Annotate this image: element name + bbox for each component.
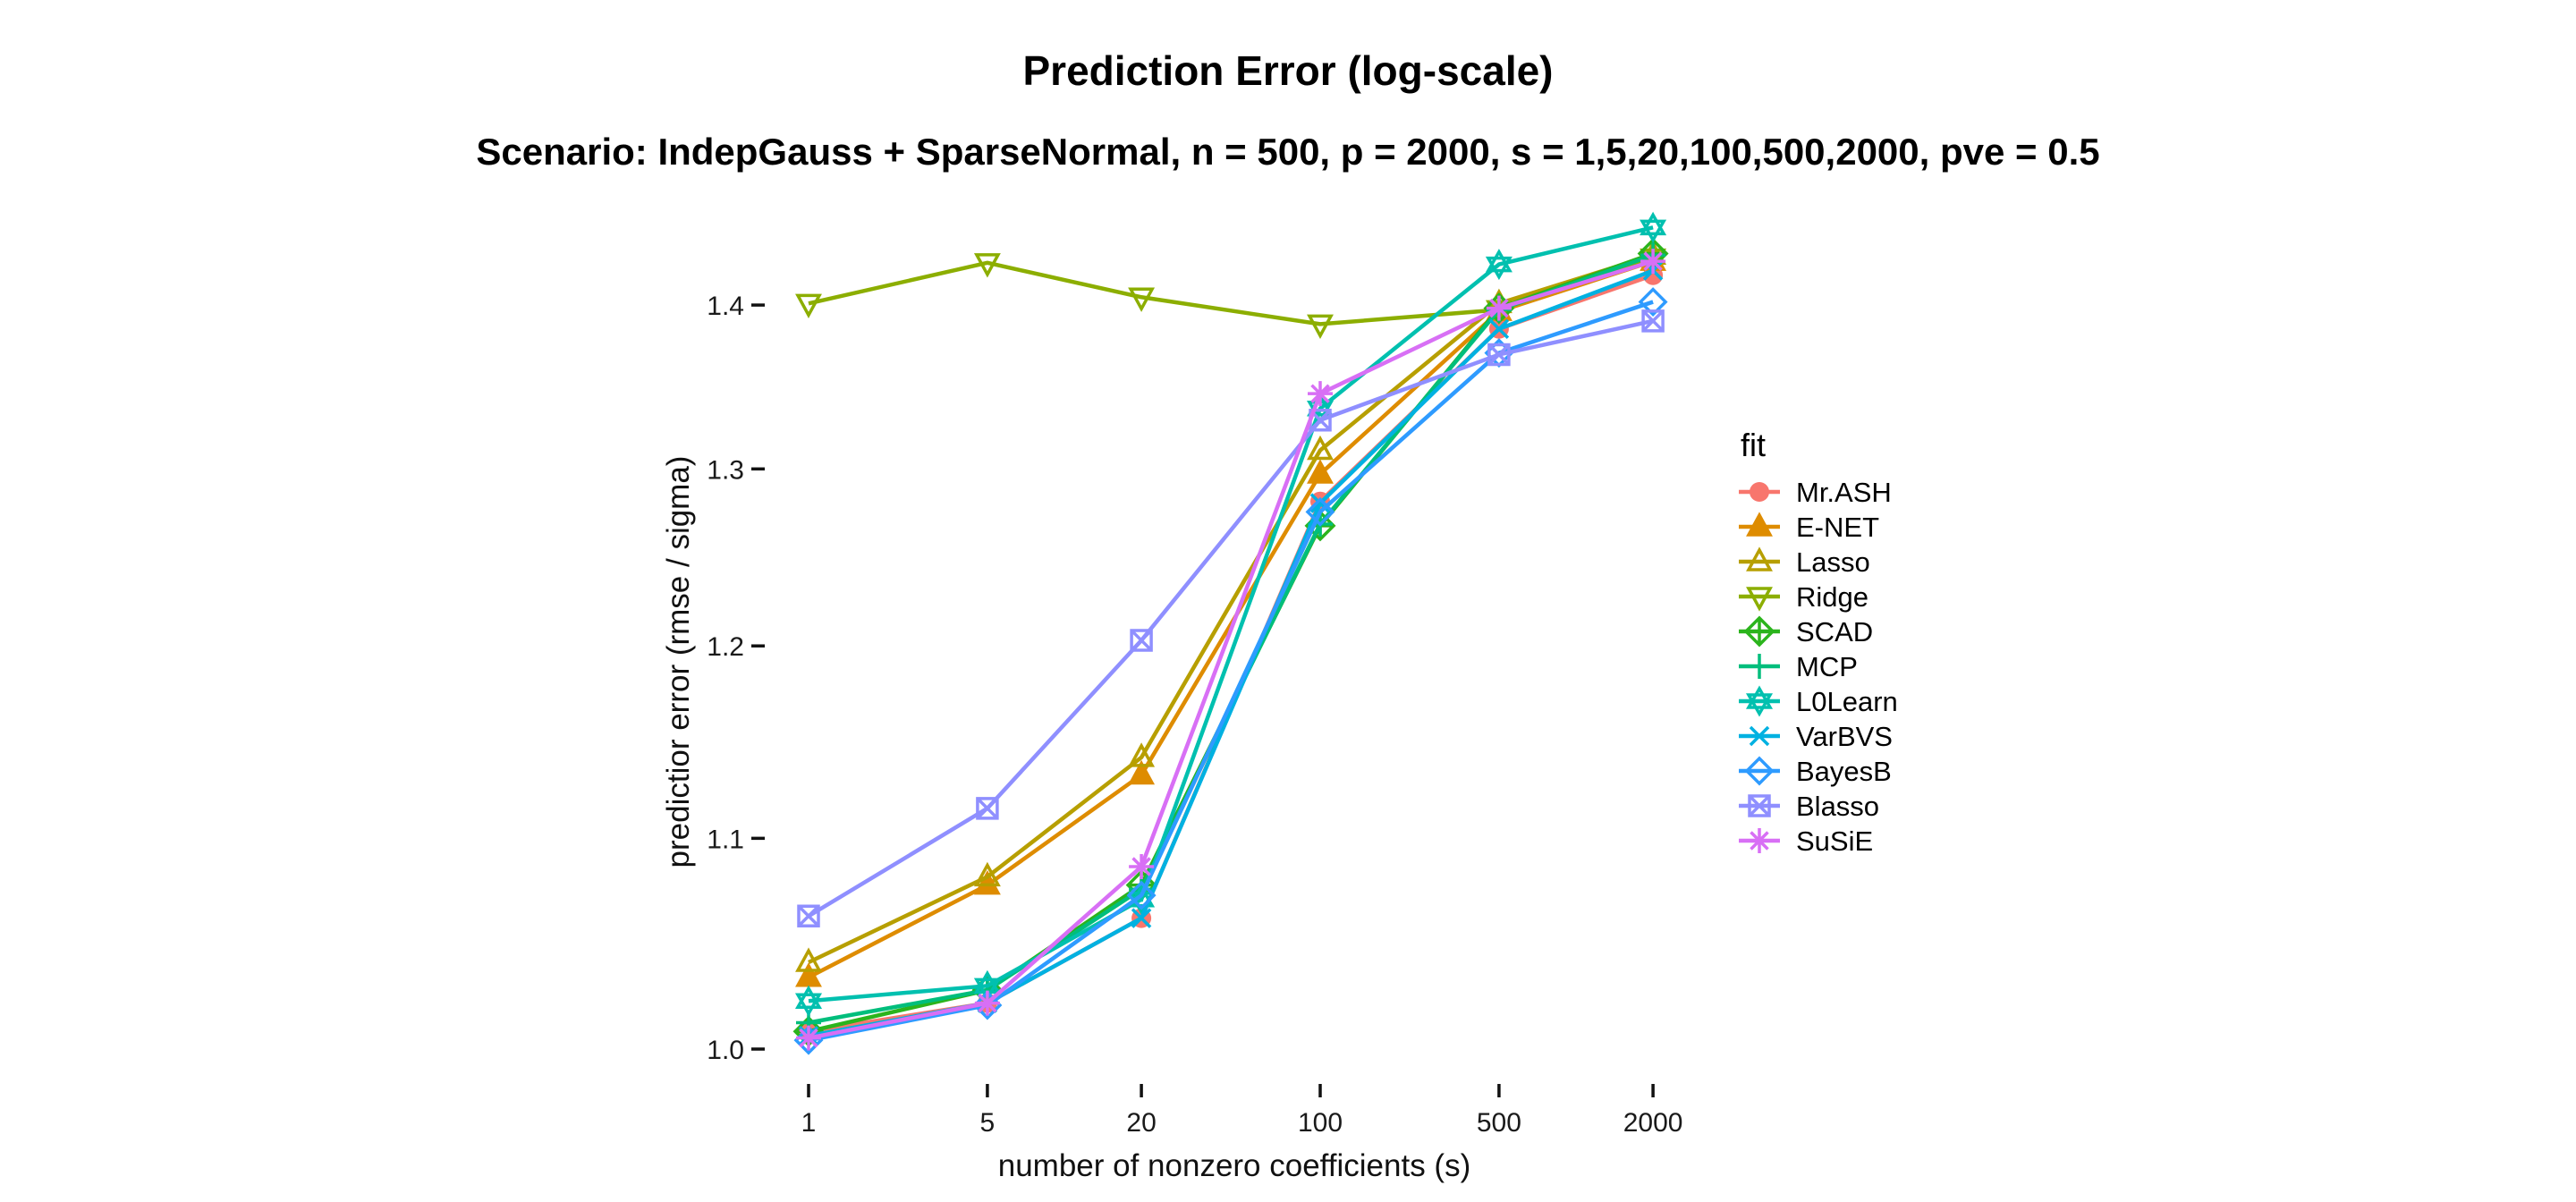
y-tick-label: 1.1 — [707, 825, 744, 854]
asterisk-icon — [1486, 295, 1512, 321]
x-tick-label: 1 — [801, 1108, 817, 1138]
open-triangle-down-icon — [973, 253, 1001, 278]
diamond-plus-icon — [1743, 615, 1775, 648]
legend-item-MCP: MCP — [1739, 651, 1858, 682]
series-line-MCP — [808, 253, 1654, 1025]
filled-triangle-up-icon — [1128, 759, 1156, 785]
y-tick-label: 1.2 — [707, 632, 744, 662]
legend-item-SuSiE: SuSiE — [1739, 825, 1873, 857]
y-tick-label: 1.4 — [707, 292, 744, 321]
open-triangle-down-icon — [795, 293, 822, 318]
open-triangle-up-icon — [1307, 435, 1334, 461]
x-axis-title: number of nonzero coefficients (s) — [998, 1148, 1471, 1183]
asterisk-icon — [1640, 249, 1666, 275]
open-triangle-up-icon — [1128, 742, 1156, 767]
legend-title: fit — [1741, 427, 1766, 463]
open-diamond-icon — [972, 990, 1003, 1020]
series-line-E-NET — [807, 258, 1654, 979]
x-cross-icon — [1131, 908, 1152, 928]
legend-label: E-NET — [1796, 512, 1879, 543]
open-triangle-up-icon — [973, 861, 1001, 887]
square-cross-icon — [1487, 343, 1511, 367]
legend-item-E-NET: E-NET — [1739, 512, 1879, 543]
legend-label: BayesB — [1796, 756, 1892, 787]
x-tick-label: 5 — [980, 1108, 996, 1138]
y-tick-label: 1.0 — [707, 1036, 744, 1065]
legend-label: Blasso — [1796, 791, 1879, 822]
series-line-SCAD — [808, 251, 1654, 1034]
legend-label: Ridge — [1796, 581, 1868, 613]
y-tick-label: 1.3 — [707, 455, 744, 485]
series-line-Ridge — [808, 256, 1654, 326]
legend-item-SCAD: SCAD — [1739, 615, 1873, 648]
filled-circle-icon — [1750, 482, 1769, 502]
open-diamond-icon — [1126, 880, 1157, 910]
legend-item-Ridge: Ridge — [1739, 581, 1868, 613]
plus-icon — [1747, 654, 1772, 679]
legend-item-Blasso: Blasso — [1739, 791, 1879, 822]
open-diamond-icon — [1638, 287, 1668, 317]
open-triangle-up-icon — [1746, 546, 1773, 571]
asterisk-icon — [974, 990, 1000, 1016]
x-tick-label: 20 — [1126, 1108, 1156, 1138]
chart-subtitle: Scenario: IndepGauss + SparseNormal, n =… — [476, 131, 2100, 173]
square-cross-icon — [1641, 309, 1665, 333]
legend-label: SCAD — [1796, 616, 1873, 648]
filled-triangle-up-icon — [1307, 459, 1334, 484]
open-diamond-icon — [1744, 756, 1775, 786]
square-cross-icon — [1748, 794, 1771, 817]
series-line-L0Learn — [808, 225, 1654, 1003]
asterisk-icon — [1308, 381, 1333, 407]
open-triangle-down-icon — [1746, 587, 1773, 612]
open-triangle-up-icon — [795, 947, 822, 972]
data-series — [792, 211, 1669, 1055]
open-triangle-down-icon — [1307, 314, 1334, 340]
open-triangle-down-icon — [1128, 287, 1156, 312]
x-tick-label: 500 — [1477, 1108, 1521, 1138]
x-cross-icon — [1488, 318, 1510, 339]
legend-item-Mr.ASH: Mr.ASH — [1739, 477, 1892, 508]
legend-label: SuSiE — [1796, 825, 1873, 857]
legend-item-L0Learn: L0Learn — [1739, 685, 1898, 717]
line-chart: predictior error (rmse / sigma) number o… — [662, 211, 1898, 1183]
axes: 1.0 1.1 1.2 1.3 1.4 1 5 20 100 500 2000 — [707, 292, 1682, 1138]
series-line-SuSiE — [808, 258, 1654, 1040]
filled-triangle-up-icon — [973, 869, 1001, 895]
legend-item-BayesB: BayesB — [1739, 756, 1892, 787]
square-cross-icon — [797, 904, 820, 928]
legend-label: Mr.ASH — [1796, 477, 1892, 508]
y-axis-title: predictior error (rmse / sigma) — [662, 456, 696, 868]
square-cross-icon — [1130, 629, 1153, 652]
asterisk-icon — [796, 1025, 821, 1051]
star-of-david-icon — [1745, 685, 1774, 717]
star-of-david-icon — [1485, 249, 1513, 281]
chart-title: Prediction Error (log-scale) — [1022, 47, 1554, 94]
series-line-Blasso — [807, 318, 1654, 918]
square-cross-icon — [976, 797, 999, 820]
legend-label: L0Learn — [1796, 686, 1898, 717]
star-of-david-icon — [794, 985, 823, 1017]
asterisk-icon — [1129, 854, 1155, 880]
legend-label: MCP — [1796, 651, 1858, 682]
legend-label: VarBVS — [1796, 721, 1893, 752]
legend-label: Lasso — [1796, 546, 1870, 578]
asterisk-icon — [1747, 828, 1772, 853]
legend-item-VarBVS: VarBVS — [1739, 721, 1893, 752]
x-tick-label: 2000 — [1623, 1108, 1683, 1138]
x-tick-label: 100 — [1298, 1108, 1343, 1138]
series-line-Lasso — [808, 253, 1654, 965]
legend-item-Lasso: Lasso — [1739, 546, 1870, 578]
series-line-BayesB — [808, 300, 1654, 1043]
star-of-david-icon — [1640, 211, 1667, 243]
open-diamond-icon — [1305, 496, 1335, 527]
x-cross-icon — [1749, 725, 1770, 747]
filled-triangle-up-icon — [1746, 512, 1773, 537]
